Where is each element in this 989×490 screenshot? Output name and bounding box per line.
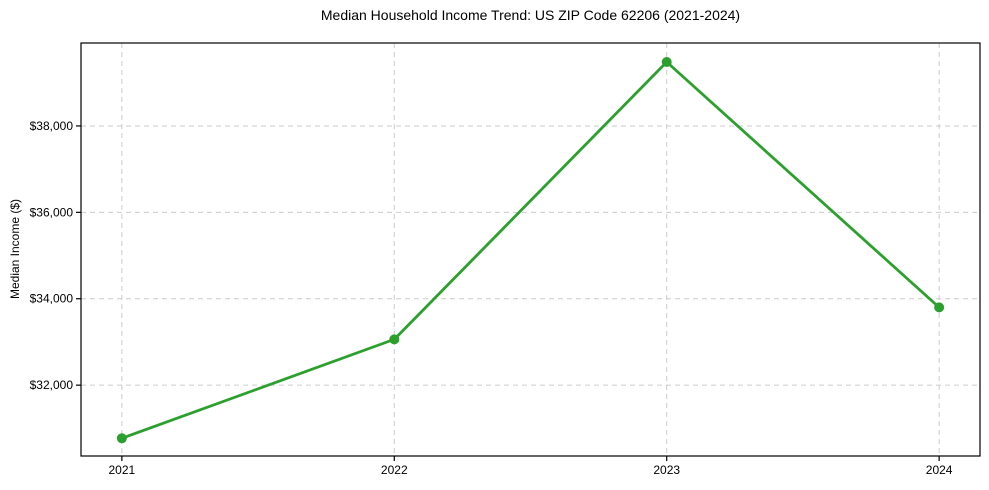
y-axis-label: Median Income ($) — [8, 198, 22, 300]
y-tick-label: $38,000 — [30, 119, 74, 133]
plot-border — [80, 42, 981, 457]
x-tick-label: 2021 — [109, 463, 136, 477]
x-tick-label: 2022 — [381, 463, 408, 477]
y-tick-label: $34,000 — [30, 292, 74, 306]
x-tick-label: 2024 — [926, 463, 953, 477]
chart-title: Median Household Income Trend: US ZIP Co… — [320, 7, 741, 23]
data-point-marker — [116, 433, 127, 444]
x-tick-label: 2023 — [653, 463, 680, 477]
data-point-marker — [661, 57, 672, 68]
trend-line — [120, 60, 941, 440]
data-point-marker — [389, 334, 400, 345]
y-tick-label: $32,000 — [30, 378, 74, 392]
data-point-marker — [934, 302, 945, 313]
y-tick-label: $36,000 — [30, 205, 74, 219]
